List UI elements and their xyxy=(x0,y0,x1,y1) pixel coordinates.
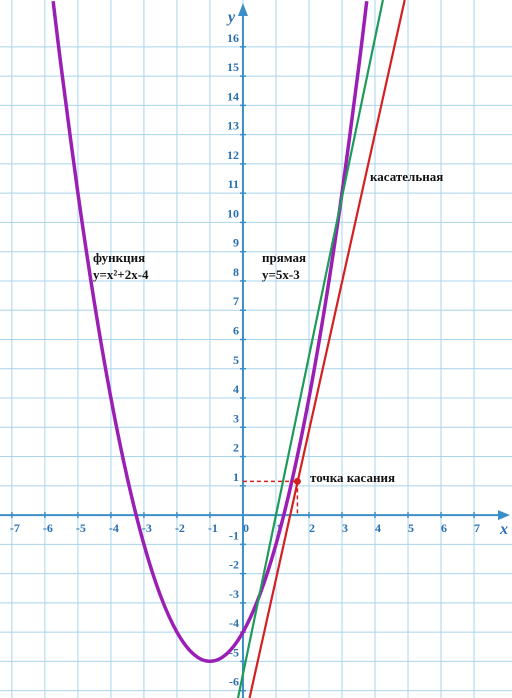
y-tick-label: 16 xyxy=(227,31,239,45)
x-tick-label: 6 xyxy=(441,521,447,535)
x-tick-label: -4 xyxy=(109,521,119,535)
y-tick-label: 6 xyxy=(233,323,239,337)
series-line xyxy=(248,0,406,698)
y-tick-label: 15 xyxy=(227,60,239,74)
x-tick-label: 0 xyxy=(243,521,249,535)
labels: функция y=x²+2x-4 прямая y=5x-3 касатель… xyxy=(93,9,508,538)
point-label: точка касания xyxy=(310,470,395,485)
line-name: прямая xyxy=(262,250,306,265)
y-arrow xyxy=(237,3,248,16)
x-axis-label: x xyxy=(499,521,508,538)
tangent-name: касательная xyxy=(370,169,443,184)
y-tick-label: 2 xyxy=(233,441,239,455)
y-tick-label: -3 xyxy=(229,587,239,601)
y-tick-label: 8 xyxy=(233,265,239,279)
series-line xyxy=(236,0,385,698)
x-tick-label: -2 xyxy=(175,521,185,535)
y-tick-label: -5 xyxy=(229,645,239,659)
x-tick-label: 4 xyxy=(375,521,381,535)
function-name: функция xyxy=(93,250,145,265)
y-tick-label: 13 xyxy=(227,119,239,133)
y-tick-label: 1 xyxy=(233,470,239,484)
x-tick-label: -5 xyxy=(76,521,86,535)
x-tick-label: 5 xyxy=(408,521,414,535)
axes: -7 -6 -5 -4 -3 -2 -1 0 1 2 3 4 5 6 7-6-5-4-3-2-1123456… xyxy=(0,3,510,698)
x-tick-label: -7 xyxy=(10,521,20,535)
x-tick-label: -1 xyxy=(208,521,218,535)
series-line xyxy=(51,0,369,664)
y-tick-label: 10 xyxy=(227,206,239,220)
y-tick-label: -4 xyxy=(229,616,239,630)
function-formula: y=x²+2x-4 xyxy=(93,267,149,282)
x-tick-label: 2 xyxy=(309,521,315,535)
x-tick-label: -6 xyxy=(43,521,53,535)
y-tick-label: -2 xyxy=(229,558,239,572)
x-arrow xyxy=(498,510,510,521)
y-tick-label: 12 xyxy=(227,148,239,162)
y-tick-label: -1 xyxy=(229,528,239,542)
marks xyxy=(51,0,406,698)
y-tick-label: 9 xyxy=(233,236,239,250)
x-tick-label: 3 xyxy=(342,521,348,535)
y-tick-label: 4 xyxy=(233,382,239,396)
x-tick-label: -3 xyxy=(142,521,152,535)
y-tick-label: -6 xyxy=(229,675,239,689)
line-formula: y=5x-3 xyxy=(262,267,300,282)
tangent-point xyxy=(293,477,301,485)
y-tick-label: 3 xyxy=(233,411,239,425)
y-axis-label: y xyxy=(226,9,236,26)
y-tick-label: 5 xyxy=(233,353,239,367)
x-tick-label: 7 xyxy=(474,521,480,535)
y-tick-label: 7 xyxy=(233,294,239,308)
y-tick-label: 11 xyxy=(228,177,239,191)
y-tick-label: 14 xyxy=(227,89,239,103)
